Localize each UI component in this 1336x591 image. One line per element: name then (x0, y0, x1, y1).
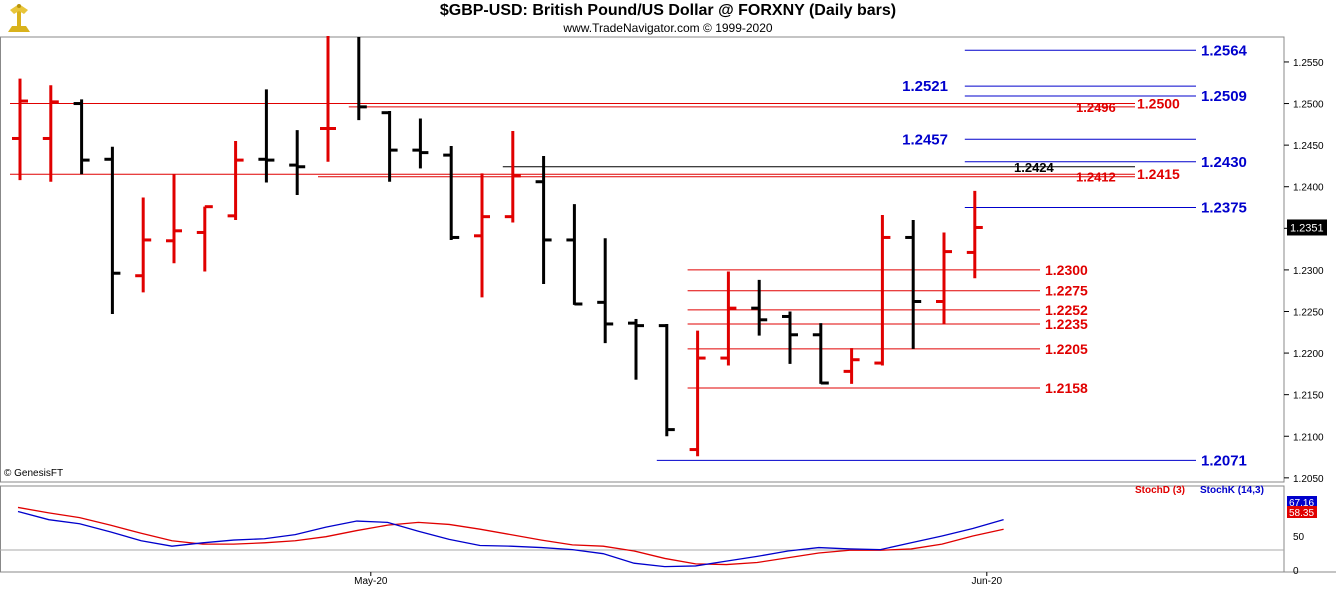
stochd-value-box (1287, 506, 1317, 518)
y-tick-label: 1.2300 (1293, 266, 1324, 277)
chart-subtitle: www.TradeNavigator.com © 1999-2020 (563, 21, 773, 35)
legend-stochk: StochK (14,3) (1200, 485, 1264, 496)
x-tick-label: Jun-20 (972, 576, 1003, 587)
stoch-y-label: 0 (1293, 566, 1299, 577)
level-label: 1.2564 (1201, 42, 1248, 59)
stochd-value: 58.35 (1289, 508, 1314, 519)
level-label: 1.2430 (1201, 154, 1247, 171)
stoch-y-label: 50 (1293, 532, 1305, 543)
y-tick-label: 1.2050 (1293, 474, 1324, 485)
y-tick-label: 1.2500 (1293, 100, 1324, 111)
level-label: 1.2500 (1137, 96, 1180, 112)
stoch-panel-frame (0, 485, 1285, 573)
level-label: 1.2415 (1137, 166, 1180, 182)
x-tick-label: May-20 (354, 576, 388, 587)
level-label: 1.2375 (1201, 200, 1247, 217)
level-label: 1.2496 (1076, 100, 1116, 115)
copyright-label: © GenesisFT (4, 468, 64, 479)
level-label: 1.2205 (1045, 341, 1088, 357)
stochk-value-box (1287, 496, 1317, 508)
level-label: 1.2412 (1076, 170, 1116, 185)
stoch-line (17, 506, 1004, 566)
legend-stochd: StochD (3) (1135, 485, 1185, 496)
level-label: 1.2521 (902, 78, 948, 95)
chart-header: $GBP-USD: British Pound/US Dollar @ FORX… (0, 0, 1336, 36)
level-label: 1.2424 (1014, 160, 1055, 175)
y-tick-label: 1.2550 (1293, 58, 1324, 69)
last-price-label: 1.2351 (1290, 222, 1324, 234)
last-price-box (1287, 219, 1327, 236)
level-label: 1.2252 (1045, 302, 1088, 318)
y-tick-label: 1.2450 (1293, 141, 1324, 152)
y-tick-label: 1.2100 (1293, 432, 1324, 443)
price-panel-frame (0, 36, 1285, 483)
level-label: 1.2071 (1201, 452, 1247, 469)
y-tick-label: 1.2400 (1293, 183, 1324, 194)
y-tick-label: 1.2200 (1293, 349, 1324, 360)
level-label: 1.2275 (1045, 283, 1088, 299)
level-label: 1.2235 (1045, 316, 1088, 332)
level-label: 1.2457 (902, 131, 948, 148)
stoch-line (17, 510, 1004, 568)
y-tick-label: 1.2150 (1293, 391, 1324, 402)
y-tick-label: 1.2250 (1293, 307, 1324, 318)
chart-title: $GBP-USD: British Pound/US Dollar @ FORX… (439, 2, 897, 19)
level-label: 1.2300 (1045, 262, 1088, 278)
level-label: 1.2509 (1201, 88, 1247, 105)
level-label: 1.2158 (1045, 380, 1088, 396)
bull-logo-icon (4, 2, 34, 34)
stochk-value: 67.16 (1289, 498, 1314, 509)
